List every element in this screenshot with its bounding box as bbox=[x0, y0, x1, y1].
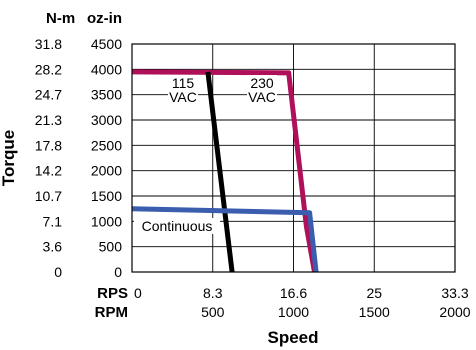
y-tick-label-ozin: 4500 bbox=[91, 36, 122, 52]
y-tick-label-ozin: 500 bbox=[99, 239, 123, 255]
y-tick-label-ozin: 3000 bbox=[91, 112, 122, 128]
y-tick-label-nm: 0 bbox=[54, 264, 62, 280]
annotation-bg bbox=[168, 75, 198, 105]
annotation-label-vac230: 230 bbox=[250, 75, 274, 91]
annotation-bg bbox=[134, 218, 220, 234]
x-tick-label-rps: 8.3 bbox=[203, 285, 223, 301]
y-tick-label-nm: 28.2 bbox=[35, 61, 62, 77]
x-tick-label-rps: 33.3 bbox=[441, 285, 468, 301]
y-tick-label-ozin: 1000 bbox=[91, 213, 122, 229]
y-tick-label-ozin: 1500 bbox=[91, 188, 122, 204]
annotation-bg bbox=[247, 75, 277, 105]
y-tick-label-nm: 14.2 bbox=[35, 163, 62, 179]
y-tick-label-ozin: 4000 bbox=[91, 61, 122, 77]
y-tick-label-nm: 17.8 bbox=[35, 137, 62, 153]
annotation-label-vac230: VAC bbox=[248, 89, 276, 105]
y-tick-label-ozin: 0 bbox=[114, 264, 122, 280]
series-line-vac115 bbox=[205, 71, 235, 273]
y-tick-label-nm: 7.1 bbox=[43, 213, 63, 229]
y-tick-label-ozin: 2000 bbox=[91, 163, 122, 179]
x-tick-label-rpm: 1000 bbox=[278, 304, 309, 320]
x-tick-label-rpm: 2000 bbox=[439, 304, 470, 320]
y-tick-labels: 0 0 3.6 500 7.1 1000 10.7 1500 14.2 2000 17.8 2500 2… bbox=[35, 36, 122, 280]
x-tick-label-rps: 16.6 bbox=[280, 285, 307, 301]
y-tick-label-ozin: 2500 bbox=[91, 137, 122, 153]
x-unit-label-rps: RPS bbox=[97, 285, 128, 302]
x-tick-labels: 0 8.3 500 16.6 1000 25 1500 33.3 2000 bbox=[134, 285, 471, 320]
x-unit-label-rpm: RPM bbox=[95, 304, 128, 321]
y-unit-label-ozin: oz-in bbox=[87, 10, 122, 27]
x-tick-label-rps: 25 bbox=[366, 285, 382, 301]
annotation-label-vac115: 115 bbox=[172, 75, 195, 91]
series-layer bbox=[131, 69, 319, 273]
plot-frame bbox=[131, 43, 456, 273]
y-tick-label-nm: 24.7 bbox=[35, 87, 62, 103]
x-tick-label-rpm: 1500 bbox=[359, 304, 390, 320]
annotation-label-continuous: Continuous bbox=[142, 218, 213, 234]
y-axis-label: Torque bbox=[0, 130, 18, 186]
y-tick-label-ozin: 3500 bbox=[91, 87, 122, 103]
x-tick-label-rps: 0 bbox=[134, 285, 142, 301]
y-tick-label-nm: 21.3 bbox=[35, 112, 62, 128]
y-unit-label-nm: N-m bbox=[46, 10, 75, 27]
y-tick-label-nm: 31.8 bbox=[35, 36, 62, 52]
series-line-continuous bbox=[131, 206, 319, 273]
y-tick-label-nm: 10.7 bbox=[35, 188, 62, 204]
x-tick-label-rpm: 500 bbox=[201, 304, 225, 320]
x-axis-label: Speed bbox=[267, 328, 318, 347]
series-line-vac230 bbox=[131, 69, 317, 273]
annotation-label-vac115: VAC bbox=[169, 89, 197, 105]
y-tick-label-nm: 3.6 bbox=[43, 239, 63, 255]
